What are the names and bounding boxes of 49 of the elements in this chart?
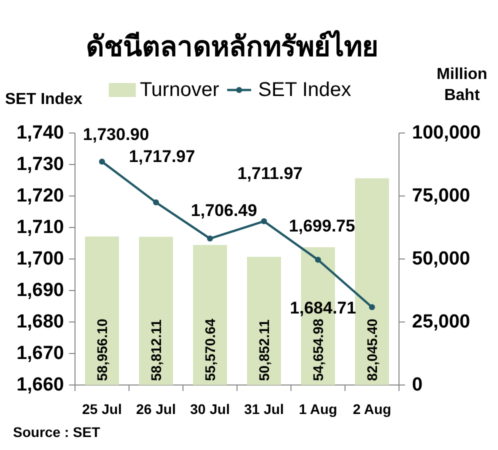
data-label: 55,570.64: [202, 318, 218, 381]
y2-tick-label: 75,000: [412, 186, 470, 206]
y-tick-label: 1,660: [16, 374, 64, 396]
bar: [354, 178, 390, 385]
data-label: 1,706.49: [190, 201, 258, 220]
point: [315, 256, 321, 263]
y-axis-title: SET Index: [5, 91, 82, 108]
y-tick-label: 1,690: [16, 280, 64, 301]
x-tick-label: 26 Jul: [136, 401, 176, 417]
y2-tick-label: 25,000: [412, 312, 470, 332]
chart-title: ดัชนีตลาดหลักทรัพย์ไทย: [86, 30, 378, 63]
x-tick-label: 2 Aug: [352, 401, 392, 417]
y-tick-label: 1,740: [16, 122, 64, 144]
bar: [84, 236, 120, 385]
x-tick-label: 30 Jul: [190, 401, 230, 417]
data-label: 54,654.98: [310, 318, 326, 381]
y-tick-label: 1,680: [16, 312, 64, 332]
bar: [246, 256, 282, 385]
x-tick-label: 1 Aug: [298, 401, 338, 417]
point: [153, 199, 159, 206]
y2-tick-label: 100,000: [412, 122, 481, 144]
point: [261, 218, 267, 224]
legend-label: Turnover: [140, 79, 220, 101]
x-tick-label: 25 Jul: [82, 401, 122, 417]
y-tick-label: 1,700: [16, 248, 64, 270]
y2-tick-label: 50,000: [412, 248, 470, 270]
y-tick-label: 1,720: [16, 186, 64, 206]
data-label: 1,730.90: [82, 125, 150, 144]
data-label: 1,711.97: [237, 164, 303, 183]
data-label: 82,045.40: [364, 318, 380, 381]
y-tick-label: 1,730: [16, 154, 64, 175]
bar: [138, 236, 174, 385]
y2-axis-title: Million Baht: [436, 66, 488, 104]
point: [99, 158, 105, 165]
point: [207, 236, 213, 242]
data-label: 1,684.71: [290, 298, 356, 318]
x-tick-label: 31 Jul: [244, 401, 284, 417]
data-label: 58,956.10: [94, 318, 110, 381]
data-label: 1,699.75: [288, 216, 356, 236]
bar: [192, 244, 228, 385]
point: [369, 304, 375, 310]
y-tick-label: 1,670: [16, 343, 64, 364]
data-label: 1,717.97: [128, 146, 196, 166]
data-label: 50,852.11: [256, 319, 272, 381]
source-note: Source : SET: [13, 424, 101, 440]
legend-label: SET Index: [258, 79, 352, 101]
data-label: 58,812.11: [148, 319, 164, 381]
y2-tick-label: 0: [412, 374, 423, 396]
y-tick-label: 1,710: [16, 217, 64, 238]
